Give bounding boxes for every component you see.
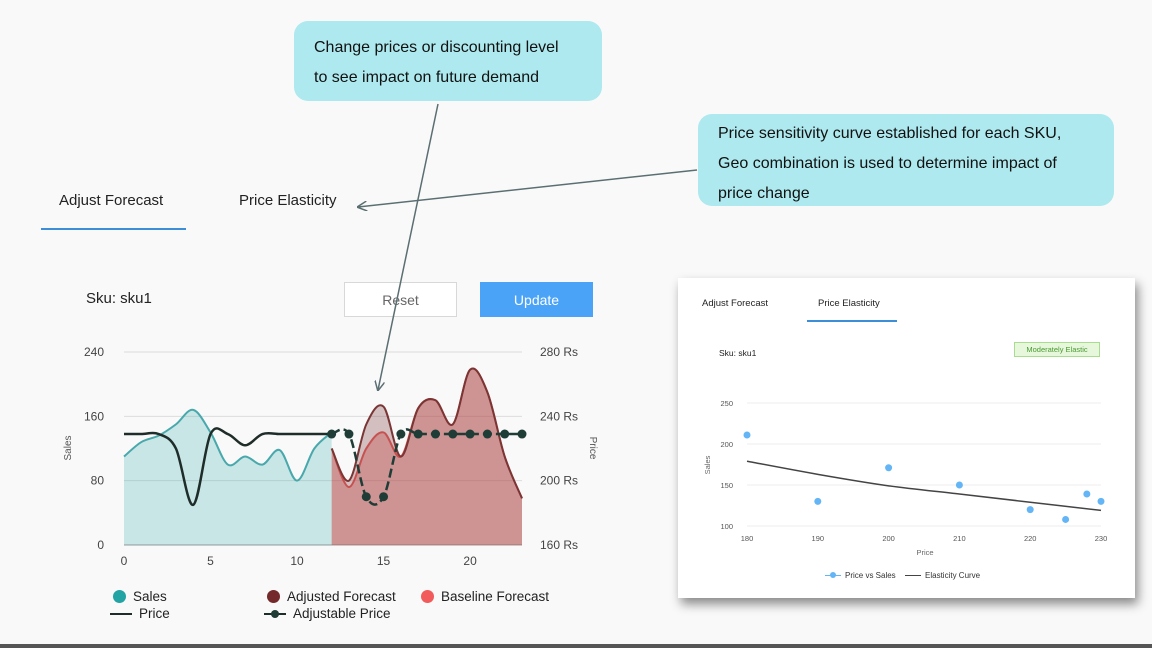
adjustable-price-point (379, 492, 389, 502)
elasticity-chart: 100 150 200 250 180 190 200 210 220 230 Price Sales (703, 399, 1108, 557)
adjustable-price-point (396, 429, 406, 439)
demand-callout: Change prices or discounting level to se… (294, 21, 602, 101)
inset-tab-adjust-forecast[interactable]: Adjust Forecast (702, 298, 768, 309)
baseline-forecast-swatch (421, 590, 434, 603)
inset-y-tick-label: 100 (720, 522, 733, 531)
y-axis-title: Sales (63, 435, 74, 460)
legend-item-baseline-forecast[interactable]: Baseline Forecast (421, 589, 549, 604)
adjusted-forecast-area (331, 368, 522, 545)
x-tick-label: 5 (207, 554, 214, 568)
y2-tick-label: 200 Rs (540, 474, 578, 488)
adjustable-price-point (500, 429, 510, 439)
elasticity-callout: Price sensitivity curve established for … (698, 114, 1114, 206)
y2-tick-label: 160 Rs (540, 538, 578, 552)
inset-tab-price-elasticity[interactable]: Price Elasticity (818, 298, 880, 309)
adjustable-price-point (517, 429, 527, 439)
demand-callout-arrow (378, 103, 439, 390)
inset-y-tick-label: 150 (720, 481, 733, 490)
elasticity-callout-line3: price change (718, 185, 810, 202)
legend-label-price: Price (139, 606, 170, 621)
price-vs-sales-point (1097, 497, 1105, 505)
bottom-border (0, 644, 1152, 648)
demand-callout-line2: to see impact on future demand (314, 69, 540, 86)
price-vs-sales-point (814, 497, 822, 505)
inset-y-tick-label: 200 (720, 440, 733, 449)
price-vs-sales-point (1083, 490, 1091, 498)
legend-item-sales[interactable]: Sales (113, 589, 167, 604)
inset-sku-label: Sku: sku1 (719, 348, 757, 358)
inset-y-tick-label: 250 (720, 399, 733, 408)
inset-x-tick-label: 180 (741, 534, 754, 543)
inset-x-tick-label: 190 (812, 534, 825, 543)
sku-label: Sku: sku1 (86, 290, 152, 307)
y2-tick-label: 240 Rs (540, 409, 578, 423)
adjustable-price-point (344, 429, 354, 439)
tab-adjust-forecast[interactable]: Adjust Forecast (59, 192, 164, 209)
x-tick-label: 0 (121, 554, 128, 568)
adjusted-forecast-swatch (267, 590, 280, 603)
elasticity-curve-line (746, 460, 1102, 512)
sales-area (124, 409, 332, 545)
adjustable-price-point (465, 429, 475, 439)
inset-x-tick-label: 210 (953, 534, 966, 543)
legend-label-adjusted: Adjusted Forecast (287, 589, 396, 604)
inset-x-tick-label: 220 (1024, 534, 1037, 543)
inset-legend-price-vs-sales[interactable]: Price vs Sales (825, 571, 896, 580)
elasticity-callout-line1: Price sensitivity curve established for … (718, 125, 1062, 142)
elasticity-callout-line2: Geo combination is used to determine imp… (718, 155, 1057, 172)
adjustable-price-point (482, 429, 492, 439)
price-vs-sales-point (1026, 506, 1034, 514)
y-tick-label: 160 (84, 409, 104, 423)
price-swatch (110, 612, 132, 615)
price-vs-sales-point (955, 481, 963, 489)
adjustable-price-swatch (264, 609, 286, 618)
legend-item-adjusted-forecast[interactable]: Adjusted Forecast (267, 589, 396, 604)
price-line (124, 427, 332, 507)
price-vs-sales-swatch (825, 572, 841, 578)
sales-line (123, 408, 333, 482)
price-vs-sales-point (885, 464, 893, 472)
inset-x-tick-label: 230 (1095, 534, 1108, 543)
elasticity-badge: Moderately Elastic (1014, 342, 1100, 357)
inset-x-axis-title: Price (916, 548, 933, 557)
elasticity-callout-arrow (358, 169, 698, 207)
demand-callout-line1: Change prices or discounting level (314, 39, 559, 56)
legend-item-adjustable-price[interactable]: Adjustable Price (264, 606, 391, 621)
inset-legend-label-scatter: Price vs Sales (845, 571, 896, 580)
inset-legend-label-curve: Elasticity Curve (925, 571, 981, 580)
adjustable-price-point (413, 429, 423, 439)
price-vs-sales-point (743, 431, 751, 439)
y-tick-label: 0 (97, 538, 104, 552)
adjustable-price-point (327, 429, 337, 439)
baseline-forecast-area (331, 368, 522, 545)
inset-legend-elasticity-curve[interactable]: Elasticity Curve (905, 571, 980, 580)
inset-x-tick-label: 200 (882, 534, 895, 543)
y2-tick-label: 280 Rs (540, 345, 578, 359)
x-tick-label: 10 (290, 554, 304, 568)
update-button[interactable]: Update (480, 282, 593, 317)
x-tick-label: 15 (377, 554, 391, 568)
legend-label-baseline: Baseline Forecast (441, 589, 550, 604)
adjustable-price-point (448, 429, 458, 439)
inset-active-tab-indicator (807, 320, 897, 322)
inset-y-axis-title: Sales (703, 455, 712, 474)
elasticity-curve-swatch (905, 574, 921, 577)
sales-swatch (113, 590, 126, 603)
legend-item-price[interactable]: Price (110, 606, 170, 621)
x-tick-label: 20 (463, 554, 477, 568)
tab-price-elasticity[interactable]: Price Elasticity (239, 192, 337, 209)
adjusted-forecast-line (330, 367, 523, 499)
adjustable-price-point (361, 492, 371, 502)
legend-label-adjustable: Adjustable Price (293, 606, 391, 621)
price-vs-sales-point (1062, 515, 1070, 523)
adjustable-price-point (430, 429, 440, 439)
y2-axis-title: Price (587, 437, 598, 460)
y-tick-label: 240 (84, 345, 104, 359)
y-tick-label: 80 (91, 474, 105, 488)
price-elasticity-preview: Adjust Forecast Price Elasticity Sku: sk… (678, 278, 1135, 598)
legend-label-sales: Sales (133, 589, 167, 604)
active-tab-indicator (41, 228, 186, 230)
